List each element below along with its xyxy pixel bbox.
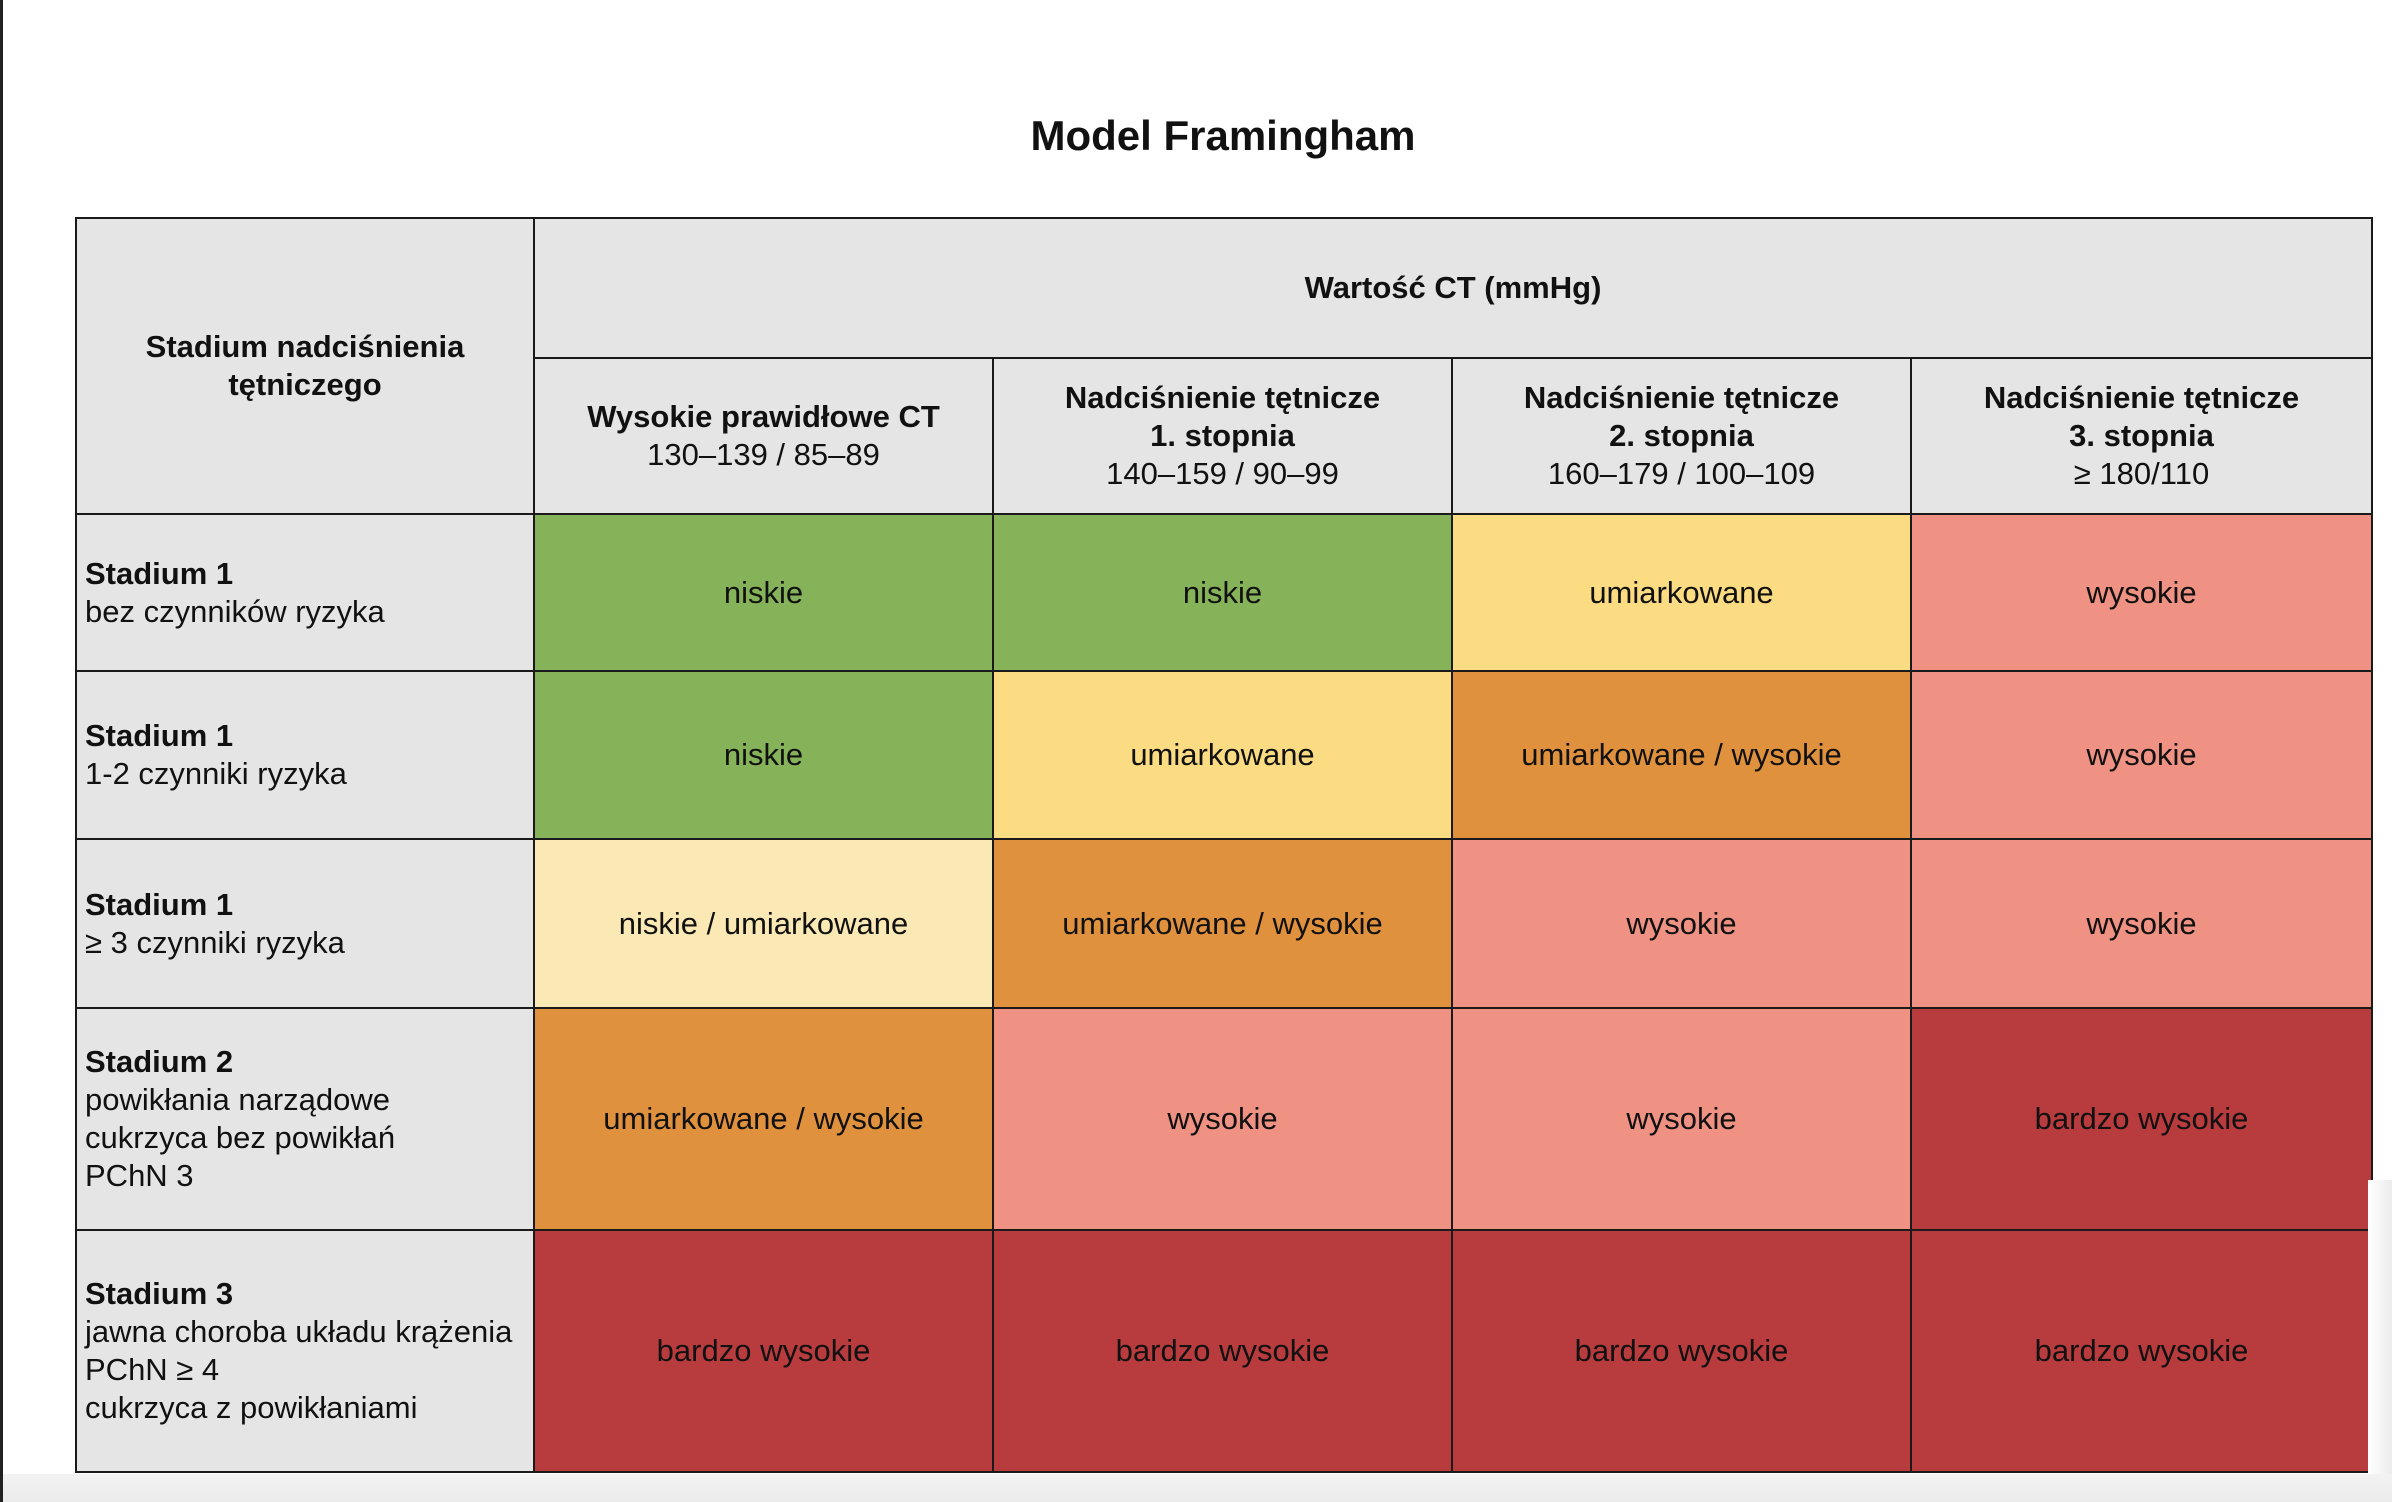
row-stage: Stadium 1: [85, 718, 234, 753]
row-stage: Stadium 1: [85, 886, 234, 922]
risk-cell: wysokie: [1451, 838, 1912, 1009]
risk-cell: wysokie: [1451, 1007, 1912, 1231]
column-header-range: 130–139 / 85–89: [647, 437, 880, 472]
column-header-range: ≥ 180/110: [2073, 456, 2210, 491]
risk-cell: wysokie: [992, 1007, 1453, 1231]
row-detail: cukrzyca bez powikłań: [85, 1120, 396, 1155]
page-edge-shadow: [2368, 1180, 2392, 1474]
column-header-name: Nadciśnienie tętnicze: [1523, 380, 1840, 415]
risk-cell: bardzo wysokie: [533, 1229, 994, 1473]
row-detail: PChN ≥ 4: [85, 1352, 220, 1387]
row-stage: Stadium 1: [85, 555, 234, 591]
column-header-name: Wysokie prawidłowe CT: [587, 399, 940, 434]
risk-cell: bardzo wysokie: [992, 1229, 1453, 1473]
value-header: Wartość CT (mmHg): [533, 217, 2373, 359]
risk-cell: niskie: [533, 670, 994, 840]
value-header-label: Wartość CT (mmHg): [1304, 270, 1602, 305]
page-title: Model Framingham: [1030, 112, 1416, 159]
row-detail: cukrzyca z powikłaniami: [85, 1390, 418, 1425]
risk-cell: niskie: [992, 513, 1453, 672]
stage-header-line: tętniczego: [228, 367, 382, 402]
row-detail: PChN 3: [85, 1158, 194, 1193]
column-header-range: 140–159 / 90–99: [1106, 456, 1339, 491]
risk-cell: bardzo wysokie: [1910, 1007, 2373, 1231]
table-row: Stadium 2 powikłania narządowe cukrzyca …: [75, 1007, 2373, 1231]
table-row: Stadium 1 1-2 czynniki ryzyka niskie umi…: [75, 670, 2373, 840]
row-header: Stadium 3 jawna choroba układu krążenia …: [75, 1229, 535, 1473]
row-stage: Stadium 3: [85, 1276, 234, 1311]
table-row: Stadium 1 bez czynników ryzyka niskie ni…: [75, 513, 2373, 672]
column-header-grade-2: Nadciśnienie tętnicze 2. stopnia 160–179…: [1451, 357, 1912, 515]
column-header-name: Nadciśnienie tętnicze: [1064, 380, 1381, 415]
risk-cell: umiarkowane / wysokie: [1451, 670, 1912, 840]
risk-cell: umiarkowane: [992, 670, 1453, 840]
row-header: Stadium 1 ≥ 3 czynniki ryzyka: [75, 838, 535, 1009]
row-header: Stadium 1 bez czynników ryzyka: [75, 513, 535, 672]
risk-cell: wysokie: [1910, 513, 2373, 672]
risk-table: Stadium nadciśnienia tętniczego Wartość …: [75, 217, 2373, 1473]
row-stage: Stadium 2: [85, 1044, 234, 1079]
column-header-name: Nadciśnienie tętnicze: [1983, 380, 2300, 415]
risk-cell: niskie: [533, 513, 994, 672]
stage-header-line: Stadium nadciśnienia: [145, 329, 465, 364]
stage-header: Stadium nadciśnienia tętniczego: [75, 217, 535, 515]
risk-cell: umiarkowane: [1451, 513, 1912, 672]
page-bottom-edge: [3, 1474, 2392, 1502]
row-detail: ≥ 3 czynniki ryzyka: [85, 924, 345, 960]
row-detail: 1-2 czynniki ryzyka: [85, 756, 347, 791]
column-header-high-normal: Wysokie prawidłowe CT 130–139 / 85–89: [533, 357, 994, 515]
column-header-grade-3: Nadciśnienie tętnicze 3. stopnia ≥ 180/1…: [1910, 357, 2373, 515]
risk-cell: wysokie: [1910, 670, 2373, 840]
row-detail: bez czynników ryzyka: [85, 593, 385, 629]
column-header-range: 160–179 / 100–109: [1547, 456, 1816, 491]
risk-cell: bardzo wysokie: [1910, 1229, 2373, 1473]
risk-cell: umiarkowane / wysokie: [992, 838, 1453, 1009]
table-row: Stadium 3 jawna choroba układu krążenia …: [75, 1229, 2373, 1473]
risk-cell: umiarkowane / wysokie: [533, 1007, 994, 1231]
risk-cell: bardzo wysokie: [1451, 1229, 1912, 1473]
column-header-grade-1: Nadciśnienie tętnicze 1. stopnia 140–159…: [992, 357, 1453, 515]
column-header-grade: 1. stopnia: [1150, 418, 1295, 453]
row-header: Stadium 1 1-2 czynniki ryzyka: [75, 670, 535, 840]
risk-cell: niskie / umiarkowane: [533, 838, 994, 1009]
risk-cell: wysokie: [1910, 838, 2373, 1009]
table-row: Stadium 1 ≥ 3 czynniki ryzyka niskie / u…: [75, 838, 2373, 1009]
row-header: Stadium 2 powikłania narządowe cukrzyca …: [75, 1007, 535, 1231]
row-detail: jawna choroba układu krążenia: [85, 1314, 513, 1349]
row-detail: powikłania narządowe: [85, 1082, 391, 1117]
column-header-grade: 2. stopnia: [1609, 418, 1754, 453]
column-header-grade: 3. stopnia: [2069, 418, 2214, 453]
